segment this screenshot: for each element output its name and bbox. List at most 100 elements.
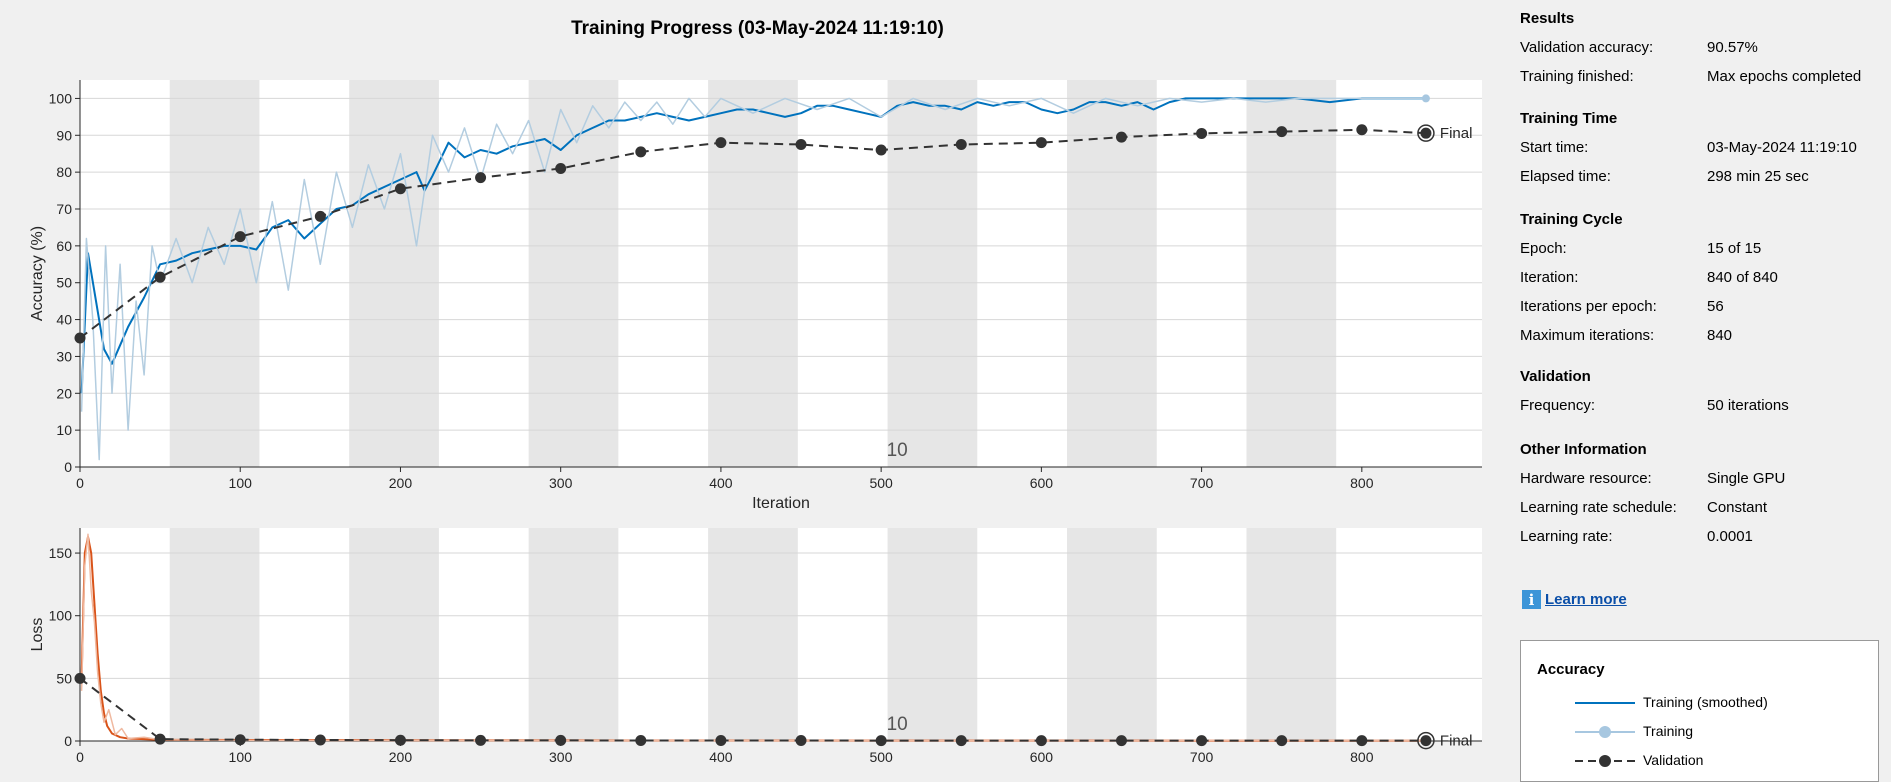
epoch-band [887, 528, 978, 741]
epoch-band [528, 528, 619, 741]
info-label: Training finished: [1520, 68, 1634, 85]
validation-point [394, 734, 406, 746]
validation-point [1420, 127, 1432, 139]
info-label: Epoch: [1520, 240, 1567, 257]
section-title: Validation [1520, 368, 1591, 385]
epoch-label: 10 [887, 440, 908, 461]
validation-point [234, 231, 246, 243]
series-line-training-smoothed- [80, 97, 1426, 394]
validation-point [1035, 137, 1047, 149]
final-label: Final [1440, 125, 1473, 142]
validation-point [715, 734, 727, 746]
y-tick-label: 0 [64, 733, 72, 749]
learn-more-link[interactable]: Learn more [1545, 591, 1627, 608]
info-value: Constant [1707, 499, 1768, 516]
info-label: Elapsed time: [1520, 168, 1611, 185]
info-value: 298 min 25 sec [1707, 168, 1809, 185]
epoch-band [887, 80, 978, 467]
epoch-band [349, 80, 439, 467]
info-label: Start time: [1520, 139, 1589, 156]
validation-point [795, 734, 807, 746]
x-tick-label: 300 [549, 475, 573, 491]
validation-point [1196, 127, 1208, 139]
validation-point [1356, 124, 1368, 136]
legend-item-training-smoothed: Training (smoothed) [1521, 693, 1878, 713]
epoch-band [1246, 528, 1337, 741]
series-line-training [80, 533, 1426, 742]
chart-title: Training Progress (03-May-2024 11:19:10) [571, 18, 944, 39]
validation-point [234, 734, 246, 746]
validation-point [875, 144, 887, 156]
y-tick-label: 50 [56, 670, 72, 686]
validation-point [955, 735, 967, 747]
legend-swatch-validation [1575, 755, 1635, 767]
y-tick-label: 80 [56, 164, 72, 180]
x-tick-label: 200 [389, 475, 413, 491]
y-tick-label: 40 [56, 312, 72, 328]
validation-point [1276, 735, 1288, 747]
final-marker [1417, 731, 1435, 750]
validation-point [795, 139, 807, 150]
learn-more[interactable]: i Learn more [1522, 590, 1627, 609]
x-tick-label: 500 [869, 475, 893, 491]
info-label: Iterations per epoch: [1520, 298, 1657, 315]
x-tick-label: 0 [76, 749, 84, 765]
epoch-band [349, 528, 439, 741]
info-label: Frequency: [1520, 397, 1596, 414]
validation-point [555, 734, 567, 746]
x-tick-label: 700 [1190, 749, 1214, 765]
legend-swatch-training [1575, 726, 1635, 738]
validation-point [875, 735, 887, 747]
validation-point [555, 162, 567, 174]
final-label: Final [1440, 733, 1473, 750]
x-tick-label: 800 [1350, 749, 1374, 765]
x-tick-label: 600 [1030, 749, 1054, 765]
validation-point [74, 672, 86, 684]
plot-loss: 0 50 100 150 0 100 200 300 400 500 600 700 800 Loss 10… [29, 528, 1482, 765]
validation-point [394, 183, 406, 195]
y-tick-label: 0 [64, 459, 72, 475]
y-tick-label: 30 [56, 348, 72, 364]
legend-label: Training [1643, 723, 1694, 739]
x-tick-label: 500 [869, 749, 893, 765]
x-tick-label: 200 [389, 749, 413, 765]
accuracy-legend: Accuracy Training (smoothed) Training Va… [1520, 640, 1879, 782]
info-label: Learning rate schedule: [1520, 499, 1677, 516]
info-label: Maximum iterations: [1520, 327, 1655, 344]
section-title: Other Information [1520, 441, 1647, 458]
info-value: Max epochs completed [1707, 68, 1862, 85]
training-last-point [1421, 94, 1430, 103]
info-value: Single GPU [1707, 470, 1786, 487]
final-marker [1417, 124, 1435, 142]
info-value: 0.0001 [1707, 528, 1753, 545]
y-tick-label: 70 [56, 201, 72, 217]
validation-point [955, 139, 967, 150]
validation-point [314, 734, 326, 746]
info-label: Hardware resource: [1520, 470, 1652, 487]
validation-point [1115, 131, 1127, 143]
y-tick-label: 150 [49, 545, 73, 561]
validation-point [1276, 126, 1288, 138]
x-tick-label: 800 [1350, 475, 1374, 491]
legend-item-validation: Validation [1521, 751, 1878, 771]
validation-point [635, 146, 647, 158]
y-tick-label: 100 [49, 90, 73, 106]
validation-point [475, 172, 487, 184]
validation-point [1035, 735, 1047, 747]
epoch-band [1246, 80, 1337, 467]
info-value: 50 iterations [1707, 397, 1789, 414]
info-value: 15 of 15 [1707, 240, 1762, 257]
section-title: Training Time [1520, 110, 1618, 127]
info-panel: Results Validation accuracy: 90.57% Trainin… [1520, 0, 1891, 782]
epoch-band [1067, 80, 1157, 467]
legend-title: Accuracy [1537, 661, 1605, 678]
validation-point [1420, 735, 1432, 747]
validation-point [715, 137, 727, 149]
epoch-band [528, 80, 619, 467]
validation-point [74, 332, 86, 344]
epoch-band [1067, 528, 1157, 741]
x-tick-label: 300 [549, 749, 573, 765]
legend-label: Validation [1643, 752, 1704, 768]
section-title: Results [1520, 10, 1575, 27]
